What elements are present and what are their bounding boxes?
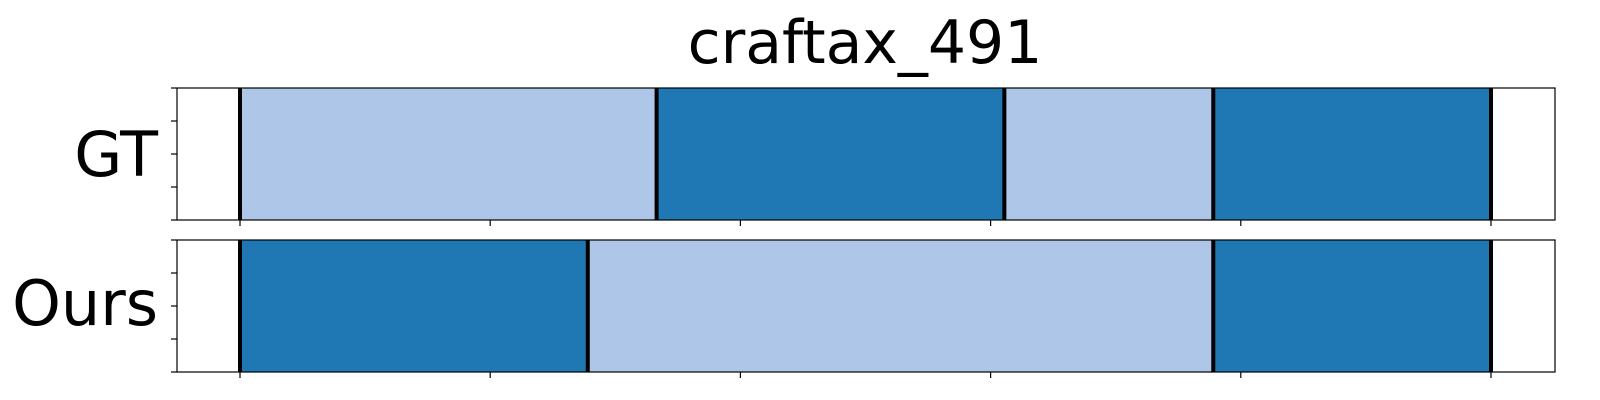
segment-ours-2 bbox=[587, 240, 1214, 372]
segment-ours-3 bbox=[1213, 240, 1491, 372]
segment-gt-2 bbox=[656, 88, 1005, 220]
segment-ours-1 bbox=[240, 240, 588, 372]
segment-gt-1 bbox=[240, 88, 657, 220]
segment-gt-4 bbox=[1213, 88, 1491, 220]
segment-gt-3 bbox=[1004, 88, 1214, 220]
chart-title: craftax_491 bbox=[688, 8, 1043, 78]
row-label-ours: Ours bbox=[12, 267, 158, 340]
row-label-gt: GT bbox=[74, 118, 159, 191]
